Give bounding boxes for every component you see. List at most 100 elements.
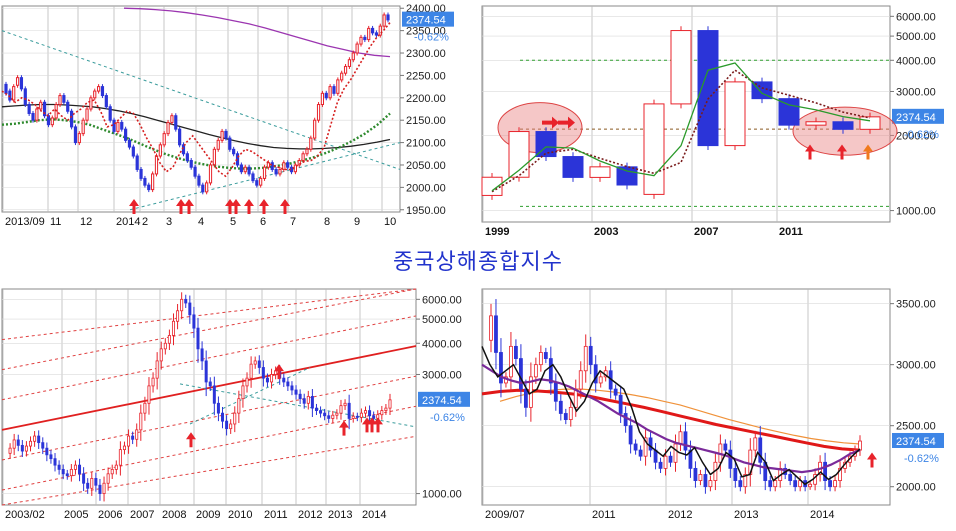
candle-body: [15, 77, 20, 86]
candle-body: [29, 440, 33, 447]
candle-body: [286, 381, 290, 387]
candle-body: [180, 298, 184, 312]
candle-body: [697, 30, 719, 147]
candle-body: [753, 437, 758, 451]
candle-body: [693, 467, 698, 481]
candle-body: [327, 415, 331, 419]
candle-body: [57, 464, 61, 470]
candle-body: [261, 367, 265, 379]
x-tick-label: 2003/02: [5, 509, 45, 521]
candle-body: [23, 88, 27, 106]
candle-body: [106, 473, 110, 484]
candle-body: [388, 399, 392, 409]
candle-body: [251, 173, 255, 182]
change-label: -0.62%: [904, 129, 939, 141]
candle-body: [196, 327, 200, 350]
candle-body: [751, 81, 773, 100]
candle-body: [743, 474, 748, 488]
candle-body: [216, 402, 220, 414]
x-tick-label: 2012: [668, 509, 692, 521]
chart-title: 중국상해종합지수: [393, 250, 563, 275]
candle-body: [324, 92, 328, 99]
chart-bottom-left: 2003/02 2005 2006 2007 2008 2009 2010 2011 2012 2…: [0, 283, 476, 526]
up-arrow: [259, 199, 269, 214]
candle-body: [151, 377, 155, 387]
candle-body: [131, 435, 135, 440]
candle-body: [139, 412, 143, 431]
candle-body: [548, 358, 553, 384]
candle-body: [282, 377, 286, 383]
candle-body: [519, 358, 523, 390]
candle-body: [703, 474, 708, 488]
candle-body: [224, 130, 228, 139]
up-arrow: [837, 144, 847, 160]
candle-body: [170, 115, 174, 123]
candle-body: [633, 443, 638, 451]
candle-body: [49, 454, 53, 460]
candle-body: [8, 447, 12, 454]
candle-body: [768, 480, 773, 488]
up-arrow: [184, 199, 194, 214]
x-tick-label: 2009: [196, 509, 220, 521]
candle-body: [139, 168, 143, 179]
right-arrow: [558, 116, 575, 129]
candle-body: [104, 95, 108, 108]
candle-body: [66, 101, 70, 112]
candle-body: [27, 104, 31, 114]
candle-body: [216, 139, 220, 150]
candle-body: [335, 412, 339, 416]
candle-body: [588, 345, 593, 366]
candle-body: [282, 162, 286, 170]
candle-body: [31, 112, 35, 121]
candle-body: [154, 155, 159, 175]
candle-body: [162, 133, 166, 146]
candle-body: [805, 121, 827, 126]
candle-body: [20, 444, 24, 452]
candle-body: [523, 388, 528, 408]
candle-body: [616, 166, 638, 186]
up-arrow: [231, 199, 241, 214]
candle-body: [302, 398, 306, 404]
y-tick-label: 2350.00: [406, 26, 446, 38]
channel-line: [1, 375, 417, 461]
x-tick-label: 2013: [734, 509, 758, 521]
candle-body: [328, 86, 332, 99]
candle-body: [343, 402, 347, 407]
candle-body: [359, 36, 363, 45]
candle-body: [533, 364, 538, 378]
candle-body: [200, 348, 204, 362]
candle-body: [90, 478, 94, 489]
candle-body: [112, 119, 116, 132]
candle-body: [382, 14, 386, 27]
candle-body: [178, 128, 182, 146]
last-price-badge: [402, 11, 454, 27]
y-tick-label: 2100.00: [406, 138, 446, 150]
candle-body: [155, 360, 159, 379]
y-tick-label: 6000.00: [896, 11, 936, 23]
candle-body: [278, 168, 282, 175]
candle-body: [197, 175, 201, 186]
candle-body: [16, 439, 20, 446]
candle-body: [286, 162, 290, 168]
candle-body: [61, 468, 65, 475]
candle-body: [58, 95, 62, 106]
x-tick-label: 2008: [162, 509, 186, 521]
candle-body: [176, 310, 180, 322]
candle-body: [618, 394, 623, 414]
candle-body: [583, 345, 588, 372]
x-tick-label: 2011: [264, 509, 288, 521]
candle-body: [738, 480, 743, 488]
candle-body: [363, 36, 367, 41]
candle-body: [249, 363, 253, 379]
candle-body: [509, 345, 513, 378]
candle-body: [124, 128, 128, 141]
ma-black-line: [481, 346, 861, 486]
ma-red-line: [481, 388, 861, 452]
candle-body: [340, 72, 344, 81]
candle-body: [724, 81, 746, 147]
x-tick-label: 7: [290, 216, 296, 228]
up-arrow: [373, 417, 383, 433]
candle-body: [33, 435, 37, 442]
candle-body: [262, 166, 267, 179]
candle-body: [192, 314, 196, 329]
